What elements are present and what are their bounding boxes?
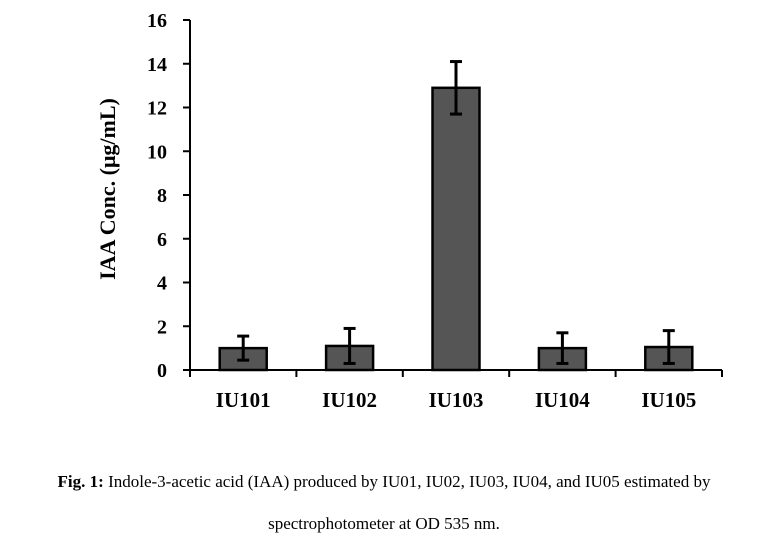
y-axis: 0 2 4 6 8 10 12 14 16 bbox=[147, 10, 191, 382]
caption-label: Fig. 1: bbox=[57, 472, 104, 491]
y-tick-label: 4 bbox=[157, 273, 167, 295]
y-tick-label: 10 bbox=[147, 141, 167, 163]
y-tick-label: 12 bbox=[147, 98, 167, 120]
y-tick-label: 6 bbox=[157, 229, 167, 251]
bars bbox=[218, 86, 694, 372]
y-tick-label: 0 bbox=[157, 360, 167, 382]
x-category-label: IU102 bbox=[322, 388, 377, 412]
y-tick-label: 16 bbox=[147, 10, 167, 32]
x-category-label: IU101 bbox=[216, 388, 271, 412]
error-bars bbox=[237, 60, 675, 365]
figure-caption: Fig. 1: Indole-3-acetic acid (IAA) produ… bbox=[0, 473, 768, 490]
x-category-label: IU105 bbox=[641, 388, 696, 412]
y-tick-label: 8 bbox=[157, 185, 167, 207]
caption-text: Indole-3-acetic acid (IAA) produced by I… bbox=[103, 472, 711, 491]
y-axis-title: IAA Conc. (μg/mL) bbox=[95, 98, 120, 280]
figure-caption-line2: spectrophotometer at OD 535 nm. bbox=[268, 514, 500, 533]
x-category-label: IU104 bbox=[535, 388, 590, 412]
x-axis: IU101 IU102 IU103 IU104 IU105 bbox=[189, 369, 723, 412]
bar bbox=[431, 86, 481, 372]
x-category-label: IU103 bbox=[429, 388, 484, 412]
y-tick-label: 14 bbox=[147, 54, 167, 76]
y-tick-label: 2 bbox=[157, 316, 167, 338]
